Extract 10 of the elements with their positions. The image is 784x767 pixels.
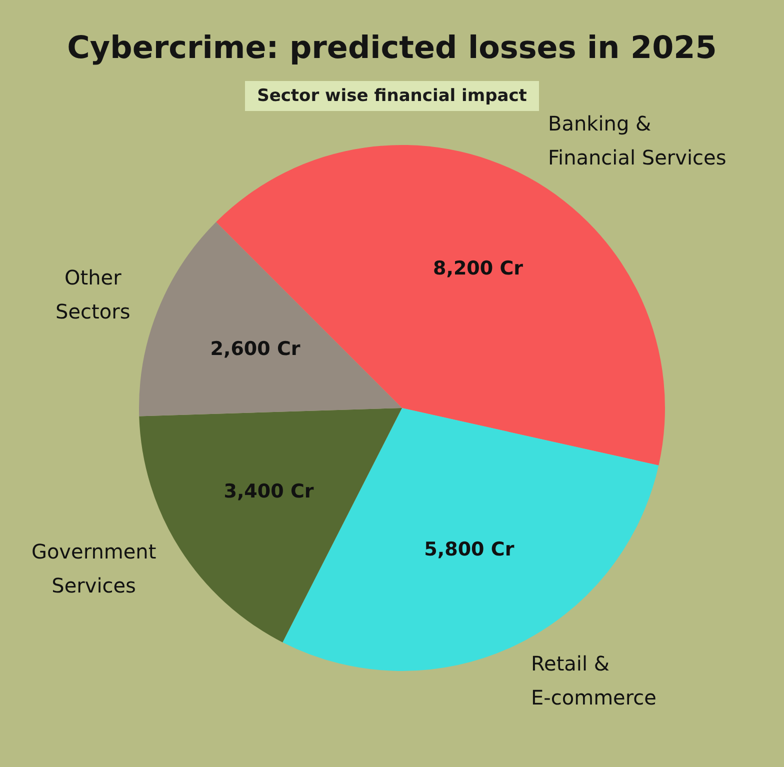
slice-label: Banking & Financial Services — [548, 112, 726, 170]
data-label: 2,600 Cr — [210, 338, 301, 360]
chart-title: Cybercrime: predicted losses in 2025 — [66, 30, 718, 66]
data-label: 5,800 Cr — [424, 538, 515, 561]
slice-label: Retail & E-commerce — [531, 651, 656, 710]
slice-label: Government Services — [31, 540, 156, 598]
data-label: 8,200 Cr — [433, 258, 524, 280]
chart-subtitle: Sector wise financial impact — [245, 81, 539, 111]
data-label: 3,400 Cr — [224, 480, 314, 502]
slice-label: Other Sectors — [56, 266, 130, 324]
